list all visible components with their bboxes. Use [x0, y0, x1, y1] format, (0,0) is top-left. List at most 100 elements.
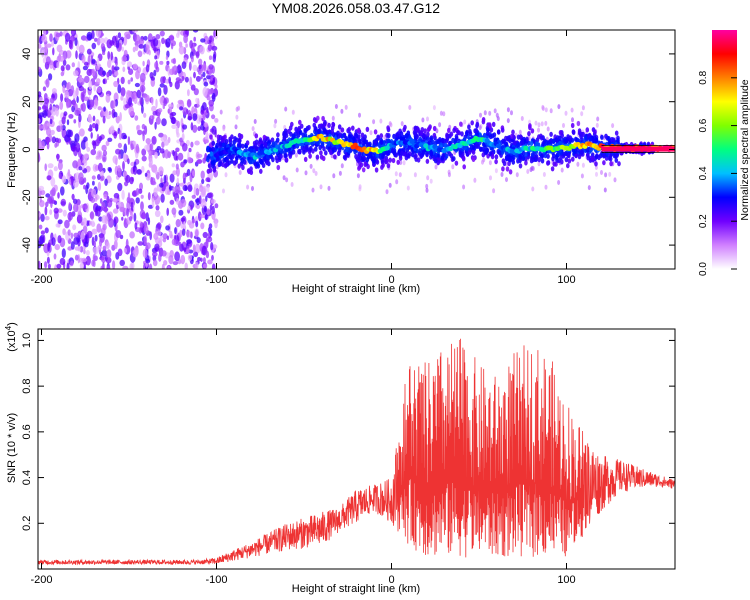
band-blob: [360, 132, 365, 138]
noise-blob: [134, 44, 139, 52]
noise-blob: [211, 263, 216, 269]
noise-blob: [158, 166, 164, 176]
noise-blob: [68, 114, 74, 119]
noise-blob: [168, 255, 174, 265]
noise-blob: [120, 76, 125, 85]
band-blob: [535, 141, 539, 147]
noise-blob: [45, 201, 49, 208]
noise-blob: [196, 114, 202, 124]
noise-blob: [59, 101, 64, 110]
band-blob: [510, 133, 514, 139]
noise-blob: [91, 175, 96, 180]
noise-blob: [44, 261, 48, 269]
band-blob: [379, 133, 384, 139]
snr-x-tick-label: 0: [388, 574, 394, 586]
band-blob: [518, 154, 523, 160]
band-blob: [554, 154, 559, 160]
noise-blob: [139, 72, 146, 83]
snr-line-layer: [38, 338, 675, 566]
noise-blob: [96, 133, 100, 143]
noise-blob: [106, 39, 113, 49]
spread-blob: [234, 124, 238, 130]
snr-x-tick-label: 100: [557, 574, 575, 586]
band-blob: [413, 154, 417, 160]
noise-blob: [123, 143, 128, 154]
noise-blob: [142, 212, 147, 220]
band-blob: [551, 138, 556, 144]
noise-blob: [102, 150, 108, 157]
noise-blob: [115, 230, 122, 238]
noise-blob: [99, 37, 105, 44]
band-blob: [462, 164, 467, 170]
noise-blob: [47, 242, 50, 252]
band-blob: [302, 149, 306, 155]
band-blob: [470, 120, 475, 126]
noise-blob: [80, 104, 84, 111]
noise-blob: [183, 159, 188, 164]
noise-blob: [170, 116, 176, 124]
band-blob: [303, 132, 308, 138]
band-blob: [475, 121, 480, 127]
band-blob: [474, 128, 479, 134]
noise-blob: [113, 216, 119, 224]
noise-blob: [100, 265, 105, 269]
band-blob: [221, 142, 226, 148]
noise-blob: [67, 169, 71, 177]
noise-blob: [152, 259, 158, 267]
noise-blob: [202, 263, 208, 269]
band-blob: [314, 146, 318, 152]
noise-blob: [183, 247, 187, 252]
noise-blob: [73, 70, 79, 77]
band-blob: [321, 155, 326, 162]
band-blob: [315, 154, 320, 160]
spread-blob: [406, 185, 410, 191]
noise-blob: [142, 60, 145, 67]
noise-blob: [103, 206, 108, 213]
noise-blob: [175, 163, 179, 170]
band-blob: [451, 137, 455, 143]
band-blob: [345, 146, 349, 153]
band-blob: [227, 160, 231, 166]
noise-blob: [74, 37, 78, 46]
noise-blob: [137, 241, 144, 246]
noise-blob: [164, 149, 170, 159]
noise-blob: [180, 198, 187, 208]
noise-blob: [171, 163, 175, 168]
noise-blob: [178, 79, 183, 84]
noise-blob: [83, 177, 87, 183]
spread-blob: [494, 168, 498, 174]
band-blob: [586, 152, 590, 158]
band-blob: [490, 154, 495, 160]
band-blob: [539, 135, 544, 141]
spread-blob: [451, 164, 455, 170]
noise-blob: [138, 44, 145, 49]
noise-blob: [189, 76, 193, 87]
noise-blob: [82, 217, 88, 227]
noise-blob: [91, 188, 97, 198]
spread-blob: [570, 107, 574, 113]
noise-blob: [169, 173, 175, 183]
band-blob: [423, 128, 427, 134]
band-blob: [511, 159, 516, 165]
band-blob: [615, 152, 619, 158]
band-blob: [593, 129, 597, 135]
noise-blob: [55, 107, 59, 117]
band-blob: [485, 130, 490, 136]
spread-blob: [544, 184, 548, 190]
noise-blob: [127, 136, 131, 146]
noise-blob: [186, 248, 190, 253]
noise-blob: [129, 176, 134, 185]
band-blob: [206, 168, 211, 174]
noise-blob: [131, 93, 135, 102]
noise-blob: [142, 248, 148, 258]
spread-blob: [462, 184, 466, 190]
noise-blob: [56, 153, 59, 162]
snr-y-tick-label: 1.0: [21, 333, 33, 348]
noise-blob: [195, 188, 200, 196]
noise-blob: [195, 75, 201, 82]
noise-blob: [38, 124, 43, 130]
spectrogram-x-tick-label: -200: [30, 274, 52, 286]
band-blob: [571, 129, 576, 135]
band-blob: [546, 153, 550, 159]
band-blob: [576, 120, 581, 127]
